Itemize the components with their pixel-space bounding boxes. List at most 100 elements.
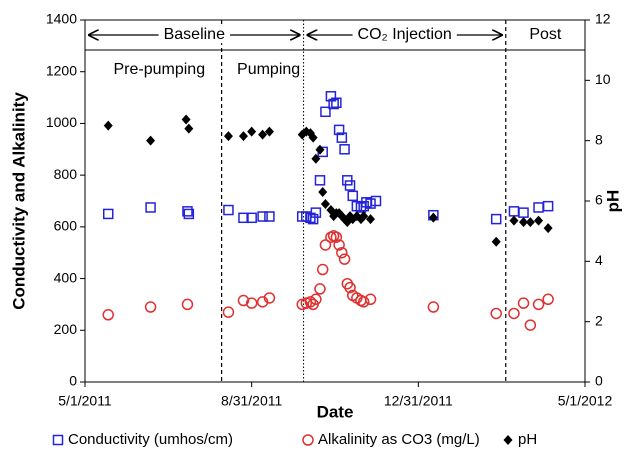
point: [246, 212, 257, 224]
point: [318, 186, 328, 197]
point: [181, 298, 194, 311]
legend-marker: [302, 434, 314, 446]
point: [347, 190, 359, 202]
x-tick-label: 5/1/2011: [58, 393, 112, 409]
point: [344, 281, 356, 294]
period-label-bg: [524, 26, 567, 44]
point: [518, 207, 529, 218]
point: [328, 98, 339, 110]
y2-tick-label: 6: [595, 192, 603, 208]
point: [534, 215, 544, 226]
y-tick-label: 1000: [46, 114, 77, 130]
point: [264, 211, 275, 222]
point: [543, 223, 553, 234]
y2-tick-label: 2: [595, 312, 603, 328]
point: [517, 297, 530, 309]
point: [183, 208, 195, 220]
point: [310, 293, 322, 306]
point: [344, 180, 356, 191]
point: [519, 217, 529, 228]
y-tick-label: 400: [54, 269, 78, 285]
point: [533, 202, 544, 213]
point: [357, 296, 370, 308]
point: [359, 211, 369, 222]
period-label: Post: [529, 26, 562, 43]
point: [311, 153, 321, 164]
point: [146, 135, 156, 146]
point: [102, 208, 114, 220]
x-tick-label: 5/1/2012: [558, 393, 613, 409]
point: [319, 239, 332, 251]
point: [308, 132, 318, 143]
point: [427, 301, 440, 313]
point: [304, 296, 317, 308]
point: [339, 144, 350, 155]
y-tick-label: 600: [54, 218, 78, 234]
point: [103, 120, 113, 131]
point: [222, 306, 235, 318]
period-label: CO₂ Injection: [358, 26, 452, 43]
point: [238, 212, 249, 224]
y-tick-label: 800: [54, 166, 78, 182]
point: [264, 126, 274, 137]
point: [238, 131, 248, 142]
point: [223, 204, 234, 216]
point: [245, 297, 258, 309]
point: [331, 97, 342, 108]
point: [338, 253, 351, 265]
point: [428, 212, 438, 223]
period-label-bg: [158, 26, 231, 44]
point: [181, 114, 191, 125]
point: [509, 215, 519, 226]
point: [508, 206, 520, 217]
point: [330, 231, 343, 243]
point: [145, 202, 156, 213]
point: [258, 129, 268, 140]
y2-tick-label: 0: [595, 373, 603, 389]
point: [524, 319, 537, 331]
y2-tick-label: 12: [595, 11, 611, 27]
legend-label: Alkalinity as CO3 (mg/L): [318, 431, 480, 448]
point: [370, 195, 382, 207]
point: [491, 236, 501, 247]
point: [316, 263, 329, 276]
point: [325, 91, 337, 102]
point: [257, 211, 268, 222]
point: [333, 124, 345, 136]
point: [310, 207, 322, 218]
y2-tick-label: 8: [595, 131, 603, 147]
point: [364, 293, 377, 306]
y2-axis-label: pH: [603, 190, 622, 213]
subperiod-label: Pre-pumping: [114, 61, 206, 78]
legend-label: Conductivity (umhos/cm): [68, 431, 233, 448]
point: [247, 126, 257, 137]
point: [102, 309, 114, 321]
period-label-bg: [352, 26, 457, 44]
legend-marker: [52, 434, 64, 446]
point: [532, 298, 545, 311]
point: [490, 307, 502, 320]
y-tick-label: 1400: [46, 11, 77, 27]
x-tick-label: 8/31/2011: [221, 393, 282, 409]
point: [542, 293, 554, 306]
y2-tick-label: 10: [595, 71, 611, 87]
point: [333, 239, 345, 251]
y-axis-label: Conductivity and Alkalinity: [9, 92, 28, 310]
point: [182, 206, 193, 217]
x-tick-label: 12/31/2011: [384, 393, 453, 409]
y2-tick-label: 4: [595, 252, 603, 268]
point: [320, 199, 330, 210]
subperiod-label: Pumping: [237, 61, 300, 78]
legend-marker: [503, 435, 513, 445]
point: [315, 144, 325, 155]
point: [490, 213, 502, 225]
point: [336, 132, 348, 143]
point: [237, 294, 250, 307]
y-tick-label: 200: [54, 321, 78, 337]
x-axis-label: Date: [317, 402, 354, 421]
point: [336, 246, 348, 259]
point: [263, 292, 276, 304]
point: [184, 123, 194, 134]
point: [314, 283, 326, 295]
